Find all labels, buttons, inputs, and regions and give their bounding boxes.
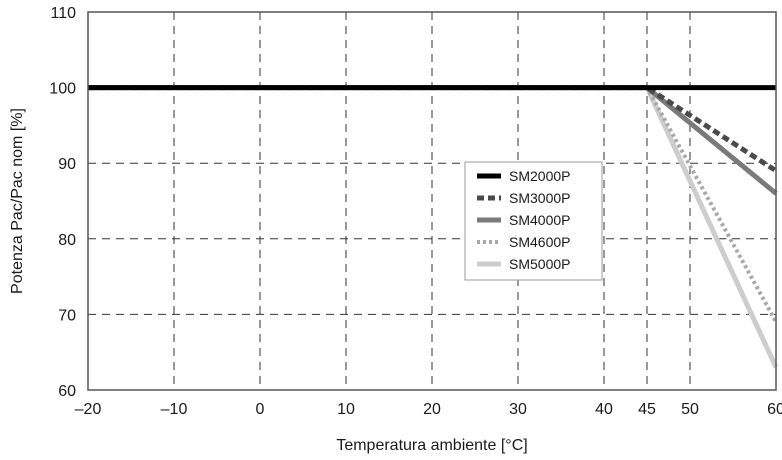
y-tick-label: 60 [58,383,76,400]
y-axis-tick-labels: 60 70 80 90 100 110 [49,5,76,400]
x-tick-label: 45 [638,401,656,418]
y-tick-label: 100 [49,81,76,98]
x-tick-label: 20 [423,401,441,418]
x-axis-label: Temperatura ambiente [°C] [336,437,527,454]
legend-label: SM4600P [509,234,570,250]
series-line-sm4600p [88,85,778,323]
legend: SM2000P SM3000P SM4000P SM4600P SM5000P [464,161,603,281]
legend-items: SM2000P SM3000P SM4000P SM4600P SM5000P [477,168,570,272]
y-tick-label: 90 [58,156,76,173]
legend-label: SM2000P [509,168,570,184]
x-axis-tick-labels: –20 –10 0 10 20 30 40 45 50 60 [75,401,782,418]
grid [88,12,776,390]
x-tick-label: 10 [337,401,355,418]
x-tick-label: –10 [161,401,188,418]
legend-label: SM5000P [509,256,570,272]
x-tick-label: 0 [256,401,265,418]
series-lines [88,85,779,369]
legend-label: SM3000P [509,190,570,206]
x-tick-label: 60 [767,401,782,418]
y-tick-label: 80 [58,232,76,249]
y-axis-label: Potenza Pac/Pac nom [%] [9,108,26,294]
plot-frame [87,11,777,391]
legend-label: SM4000P [509,212,570,228]
x-tick-label: –20 [75,401,102,418]
x-tick-label: 40 [595,401,613,418]
series-line-sm3000p [88,85,778,173]
x-tick-label: 50 [681,401,699,418]
y-tick-label: 70 [58,307,76,324]
y-tick-label: 110 [50,5,76,22]
x-tick-label: 30 [509,401,527,418]
